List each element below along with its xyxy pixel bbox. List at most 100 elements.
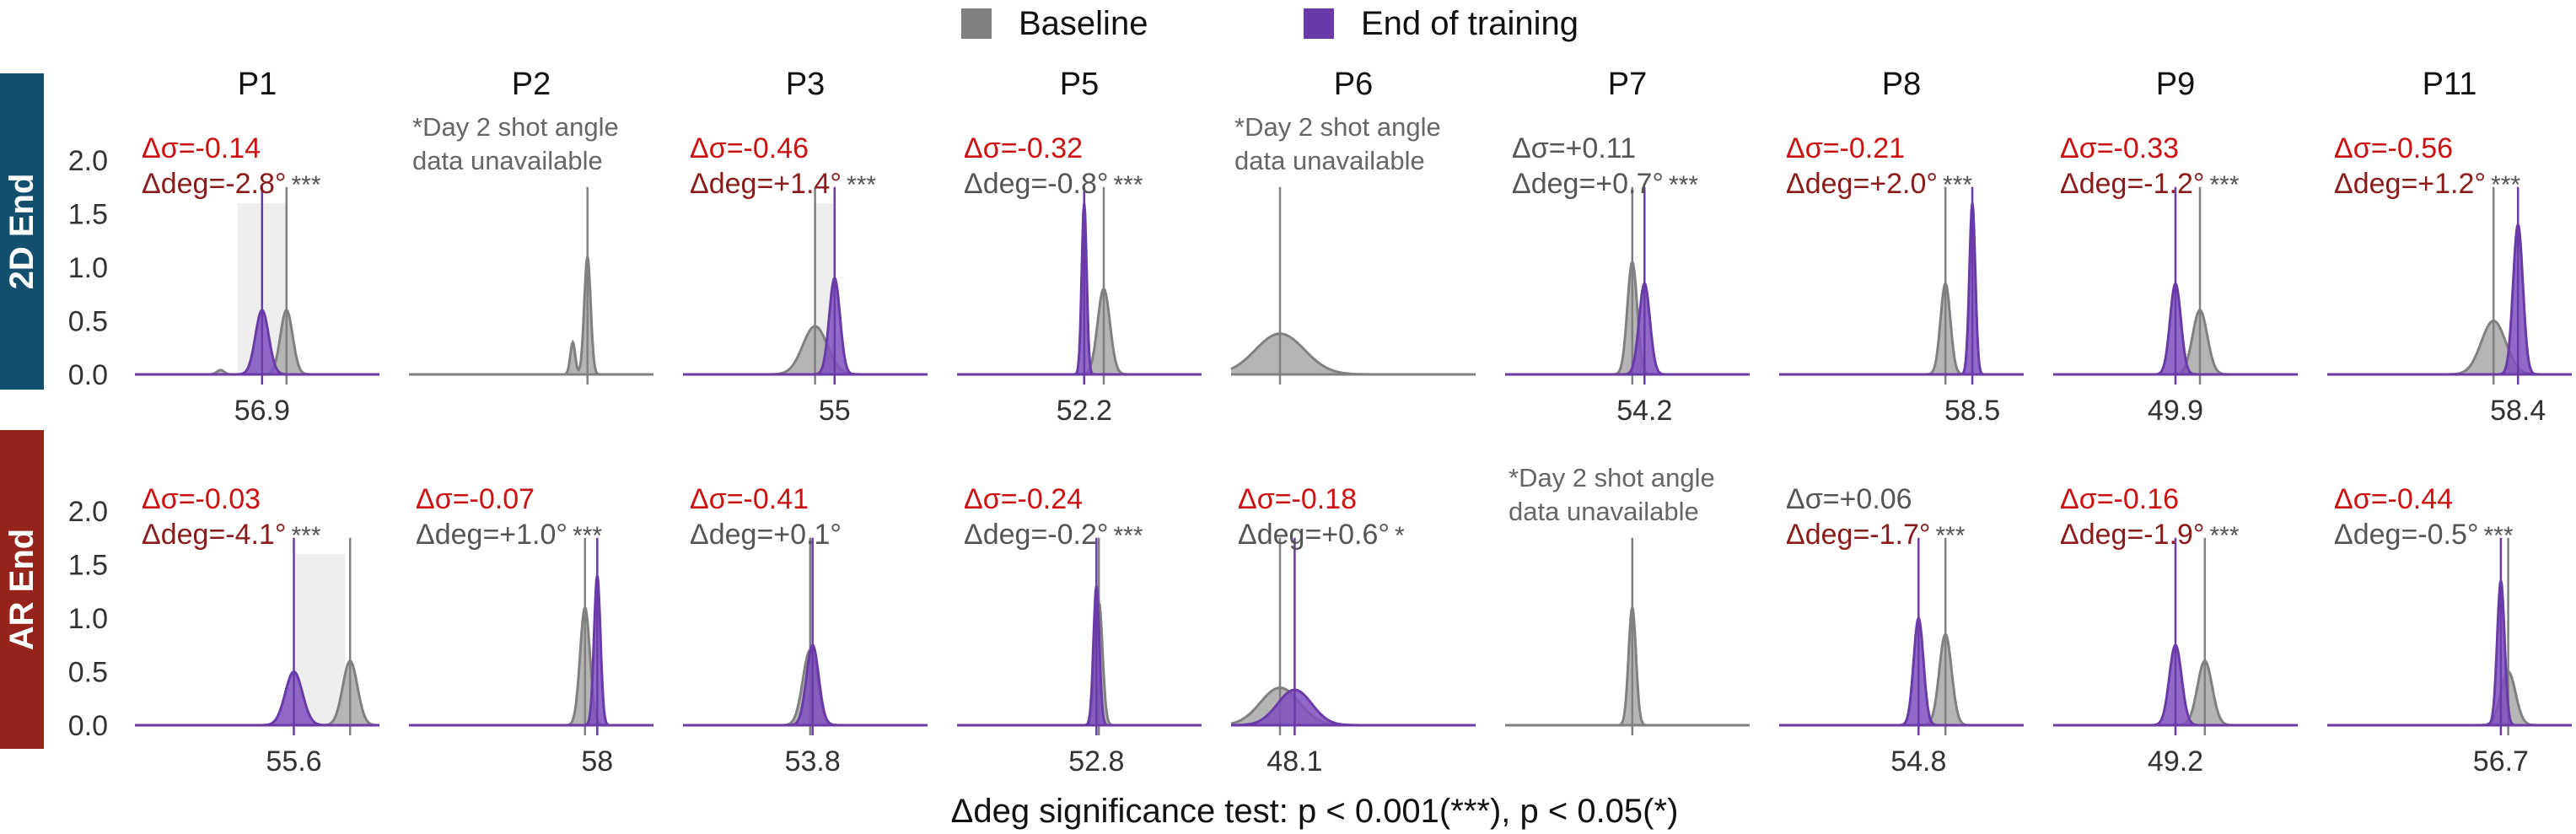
delta-deg-label: Δdeg=-0.8° [964,168,1108,200]
training-density-fill [135,309,379,374]
x-tick-label: 56.9 [234,395,290,427]
delta-deg-label: Δdeg=-1.7° [1786,519,1930,551]
panel-2d-end-p5: Δσ=-0.32 Δdeg=-0.8° *** 52.2 [957,132,1202,427]
legend: Baseline End of training [961,5,1578,42]
training-density [2327,580,2572,727]
delta-sigma-label: Δσ=-0.46 [690,132,809,164]
significance-stars: *** [1113,522,1143,550]
baseline-density-fill [409,607,653,725]
significance-stars: *** [2209,522,2239,550]
significance-stars: *** [573,522,602,550]
x-tick-label: 53.8 [785,745,841,778]
training-density-fill [1779,202,2024,374]
baseline-density [1779,281,2024,376]
row-strip-ar [0,430,44,749]
x-tick-label: 56.7 [2473,745,2529,778]
baseline-density [2327,319,2572,376]
delta-sigma-label: Δσ=-0.41 [690,483,809,515]
delta-sigma-label: Δσ=-0.44 [2334,483,2453,515]
panel-2d-end-p8: Δσ=-0.21 Δdeg=+2.0° *** 58.5 [1779,132,2024,427]
x-axis-title: Δdeg significance test: p < 0.001(***), … [951,793,1679,830]
delta-sigma-label: Δσ=-0.21 [1786,132,1905,164]
significance-stars: *** [1935,522,1965,550]
baseline-density [2327,670,2572,727]
unavailable-note: data unavailable [1234,146,1425,175]
delta-sigma-label: Δσ=-0.03 [142,483,261,515]
column-header-p5: P5 [1060,67,1099,102]
significance-stars: *** [291,522,320,550]
significance-stars: *** [847,171,876,199]
baseline-density-fill [2327,671,2572,725]
y-tick-label: 1.5 [68,199,108,231]
baseline-density [409,256,653,376]
delta-sigma-label: Δσ=-0.32 [964,132,1083,164]
panel-ar-end-p1: Δσ=-0.03 Δdeg=-4.1° *** 55.6 [135,483,379,778]
baseline-density-fill [409,256,653,374]
y-tick-label: 2.0 [68,145,108,177]
baseline-density-fill [683,326,928,374]
training-density-fill [409,575,653,725]
baseline-density [409,605,653,727]
delta-deg-label: Δdeg=-4.1° [142,519,286,551]
x-tick-label: 55.6 [266,745,321,778]
panel-2d-end-p6: *Day 2 shot angle data unavailable [1230,112,1476,385]
delta-deg-label: Δdeg=+2.0° [1786,168,1938,200]
column-header-p3: P3 [786,67,825,102]
delta-deg-label: Δdeg=-1.9° [2060,519,2204,551]
baseline-density-fill [2327,320,2572,374]
baseline-density-fill [135,660,379,725]
delta-deg-label: Δdeg=+0.1° [690,519,842,551]
x-tick-label: 49.9 [2148,395,2203,427]
delta-sigma-label: Δσ=-0.33 [2060,132,2179,164]
y-tick-label: 1.0 [68,252,108,284]
delta-sigma-label: Δσ=-0.56 [2334,132,2453,164]
significance-stars: *** [2491,171,2520,199]
training-density [1779,615,2024,727]
row-label-ar: AR End [3,529,40,650]
delta-sigma-label: Δσ=-0.16 [2060,483,2179,515]
baseline-density [1779,632,2024,727]
delta-deg-label: Δdeg=-0.5° [2334,519,2478,551]
panel-2d-end-p9: Δσ=-0.33 Δdeg=-1.2° *** 49.9 [2053,132,2298,427]
row-label-2d: 2D End [3,174,40,290]
significance-stars: *** [2209,171,2239,199]
significance-stars: *** [1113,171,1143,199]
y-tick-label: 0.5 [68,657,108,689]
y-tick-label: 0.5 [68,306,108,338]
x-tick-label: 58 [581,745,613,778]
unavailable-note: data unavailable [412,146,603,175]
significance-stars: *** [1669,171,1698,199]
delta-deg-label: Δdeg=-0.2° [964,519,1108,551]
y-tick-label: 0.0 [68,710,108,742]
delta-deg-label: Δdeg=+1.4° [690,168,842,200]
delta-sigma-label: Δσ=+0.11 [1512,132,1636,164]
delta-deg-label: Δdeg=-1.2° [2060,168,2204,200]
x-tick-label: 49.2 [2148,745,2203,778]
baseline-density-fill [1779,283,2024,374]
significance-stars: *** [2483,522,2513,550]
legend-swatch-training [1304,8,1334,39]
baseline-density-fill [1231,333,1476,374]
baseline-density [957,597,1202,727]
y-tick-label: 0.0 [68,359,108,391]
training-density-fill [2327,580,2572,725]
panel-ar-end-p11: Δσ=-0.44 Δdeg=-0.5° *** 56.7 [2327,483,2572,778]
column-header-p1: P1 [238,67,277,102]
x-tick-label: 54.8 [1890,745,1946,778]
panel-2d-end-p11: Δσ=-0.56 Δdeg=+1.2° *** 58.4 [2327,132,2572,427]
row-strip-2d [0,73,44,390]
training-density [2327,221,2572,376]
training-density-fill [1231,690,1476,725]
training-density [957,202,1202,376]
panel-2d-end-p1: Δσ=-0.14 Δdeg=-2.8° *** 56.9 [135,132,379,427]
delta-deg-label: Δdeg=+0.7° [1512,168,1664,200]
column-header-p2: P2 [512,67,551,102]
delta-deg-label: Δdeg=+1.0° [416,519,567,551]
panel-ar-end-p7: *Day 2 shot angle data unavailable [1505,463,1750,735]
column-header-p7: P7 [1608,67,1647,102]
unavailable-note: *Day 2 shot angle [1234,112,1441,142]
legend-label-training: End of training [1361,5,1578,42]
legend-swatch-baseline [961,8,992,39]
significance-stars: *** [1943,171,1972,199]
